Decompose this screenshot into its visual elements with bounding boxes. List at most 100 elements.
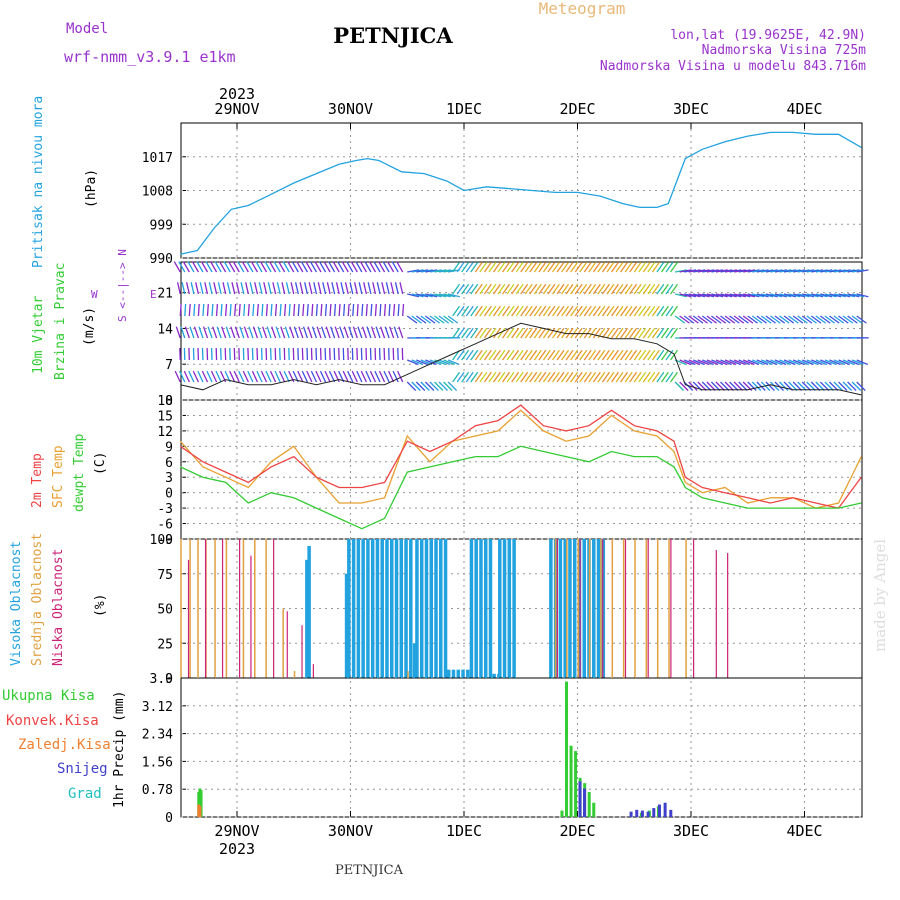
wind-barb	[284, 326, 290, 339]
wind-barb	[438, 359, 451, 366]
wind-barb	[293, 303, 296, 317]
wind-barb	[711, 269, 724, 273]
snow-bar	[657, 804, 661, 817]
wind-barb	[851, 381, 862, 391]
high-cloud-bar	[582, 539, 586, 678]
mid-cloud-bar	[634, 539, 636, 678]
wind-barb	[502, 305, 511, 317]
wind-barb	[358, 282, 363, 295]
wind-barb	[847, 359, 860, 366]
wind-barb	[416, 293, 429, 298]
high-cloud-bar	[502, 539, 507, 678]
wind-barb	[783, 315, 795, 324]
wind-barb	[231, 282, 236, 295]
pressure-line	[180, 131, 862, 255]
wind-barb	[651, 305, 660, 317]
wind-barb	[322, 282, 327, 295]
wind-barb	[411, 315, 422, 324]
wind-barb	[638, 349, 647, 361]
wind-barb	[411, 359, 424, 366]
wind-barb	[179, 303, 182, 317]
wind-barb	[393, 326, 399, 339]
high-cloud-bar	[549, 539, 553, 678]
precip-unit: 1hr Precip (mm)	[112, 691, 127, 808]
wind-barb	[642, 327, 651, 339]
wind-barb	[411, 293, 424, 298]
wind-barb	[363, 282, 368, 295]
wind-barb	[511, 349, 520, 361]
wind-barb	[651, 371, 660, 383]
wind-barb	[185, 282, 190, 295]
wind-barb	[443, 381, 453, 391]
wind-barb	[407, 359, 419, 366]
pressure-unit: (hPa)	[84, 169, 99, 208]
wind-barb	[347, 303, 350, 317]
precip-ytick-label: 0.78	[142, 783, 173, 798]
wind-barb	[290, 282, 295, 295]
wind-barb	[173, 261, 181, 273]
wind-barb	[679, 315, 690, 324]
high-cloud-bar	[409, 539, 413, 678]
wind-barb	[280, 326, 286, 339]
cloud-ytick-label: 25	[157, 637, 173, 652]
wind-barb	[370, 303, 373, 317]
wind-barb	[747, 315, 758, 324]
wind-barb	[574, 261, 583, 273]
wind-barb	[365, 303, 368, 317]
year-top: 2023	[219, 85, 255, 103]
wind-barb	[324, 370, 331, 383]
model-elevation-label: Nadmorska Visina u modelu 843.716m	[600, 59, 866, 74]
wind-barb	[306, 303, 309, 317]
day-label-bottom: 2DEC	[559, 822, 595, 840]
wind-barb	[633, 283, 642, 295]
wind-barb	[756, 315, 767, 324]
wind-barb	[319, 370, 327, 383]
wind-barb	[733, 315, 745, 324]
wind-barb	[367, 282, 372, 295]
temp-ylabel-2m: 2m Temp	[30, 453, 45, 508]
wind-barb	[611, 327, 619, 339]
wind-barb	[824, 315, 835, 324]
wind-barb	[274, 303, 278, 317]
wind-barb	[225, 303, 228, 317]
wind-barb	[583, 349, 592, 361]
wind-barb	[702, 293, 715, 298]
day-label-bottom: 30NOV	[328, 822, 373, 840]
wind-barb	[574, 283, 583, 295]
wind-barb	[265, 370, 272, 383]
temp-sfc-line	[179, 409, 862, 509]
wind-barb	[470, 283, 479, 295]
wind-barb	[688, 293, 701, 298]
wind-barb	[765, 269, 778, 273]
wind-barb	[715, 269, 728, 273]
wind-barb	[497, 305, 506, 317]
wind-barb	[529, 283, 538, 295]
year-bottom: 2023	[219, 840, 255, 858]
wind-barb	[465, 327, 474, 339]
wind-barb	[279, 370, 286, 383]
low-cloud-bar	[715, 550, 717, 678]
wind-barb	[281, 282, 286, 295]
wind-barb	[206, 303, 209, 317]
wind-barb	[198, 326, 204, 339]
wind-barb	[179, 370, 186, 383]
wind-barb	[197, 370, 204, 383]
wind-barb	[656, 371, 665, 383]
wind-barb	[542, 283, 551, 295]
wind-barb	[438, 315, 450, 324]
wind-barb	[806, 269, 819, 273]
wind-barb	[342, 370, 349, 383]
wind-barb	[396, 261, 404, 273]
wind-barb	[583, 305, 592, 317]
wind-barb	[638, 371, 647, 383]
wind-barb	[452, 371, 461, 383]
wind-barb	[368, 261, 377, 273]
wind-barb	[196, 261, 204, 273]
mid-cloud-bar	[197, 539, 199, 678]
wind-barb	[688, 315, 699, 324]
wind-barb	[788, 359, 800, 366]
wind-barb	[620, 261, 629, 273]
wind-barb	[606, 305, 615, 317]
wind-barb	[615, 283, 624, 295]
wind-barb	[711, 359, 723, 366]
